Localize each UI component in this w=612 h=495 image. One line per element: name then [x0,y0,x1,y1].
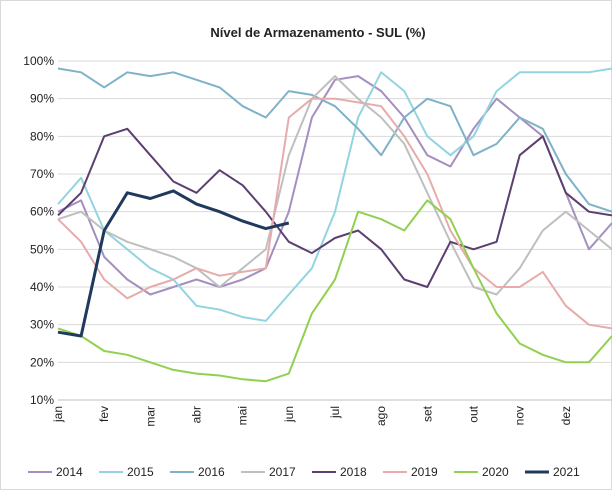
series-line [57,189,290,338]
x-tick-label: fev [97,406,111,422]
series-line [57,97,612,330]
legend-label: 2019 [411,465,438,479]
y-tick-label: 90% [30,92,54,106]
series-line [57,199,612,383]
y-tick-label: 50% [30,242,54,256]
y-tick-label: 10% [30,393,54,407]
x-tick-label: jan [51,406,65,423]
y-tick-label: 100% [23,54,54,68]
x-tick-label: jun [282,406,296,423]
legend-label: 2016 [198,465,225,479]
legend-label: 2018 [340,465,367,479]
series-line [57,67,612,213]
legend-label: 2015 [127,465,154,479]
y-tick-label: 30% [30,318,54,332]
legend-label: 2021 [553,465,580,479]
x-tick-label: jul [328,406,342,419]
y-tick-label: 20% [30,355,54,369]
legend-label: 2020 [482,465,509,479]
x-tick-label: set [420,405,434,422]
y-tick-label: 60% [30,205,54,219]
x-tick-label: out [467,405,481,422]
legend-label: 2014 [56,465,83,479]
y-tick-label: 80% [30,129,54,143]
series-line [57,127,612,288]
x-tick-label: nov [513,406,527,425]
series-line [57,67,612,322]
series-line [57,75,612,296]
chart-title: Nível de Armazenamento - SUL (%) [210,25,425,40]
x-tick-label: ago [374,406,388,426]
y-tick-label: 40% [30,280,54,294]
legend-label: 2017 [269,465,296,479]
y-tick-label: 70% [30,167,54,181]
x-tick-label: dez [559,406,573,425]
x-tick-label: mar [143,406,157,427]
x-tick-label: mai [236,406,250,425]
x-tick-label: abr [190,406,204,423]
